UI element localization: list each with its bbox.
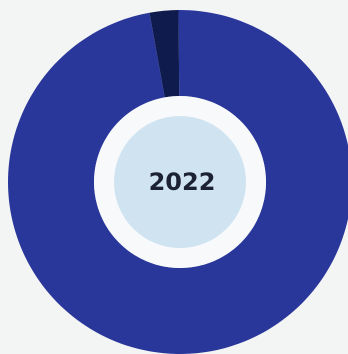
center-year-label: 2022 <box>149 168 216 196</box>
center-disc <box>114 116 246 248</box>
donut-slice-2 <box>149 10 180 98</box>
donut-slice-1 <box>8 10 348 354</box>
donut-slices <box>8 10 348 354</box>
